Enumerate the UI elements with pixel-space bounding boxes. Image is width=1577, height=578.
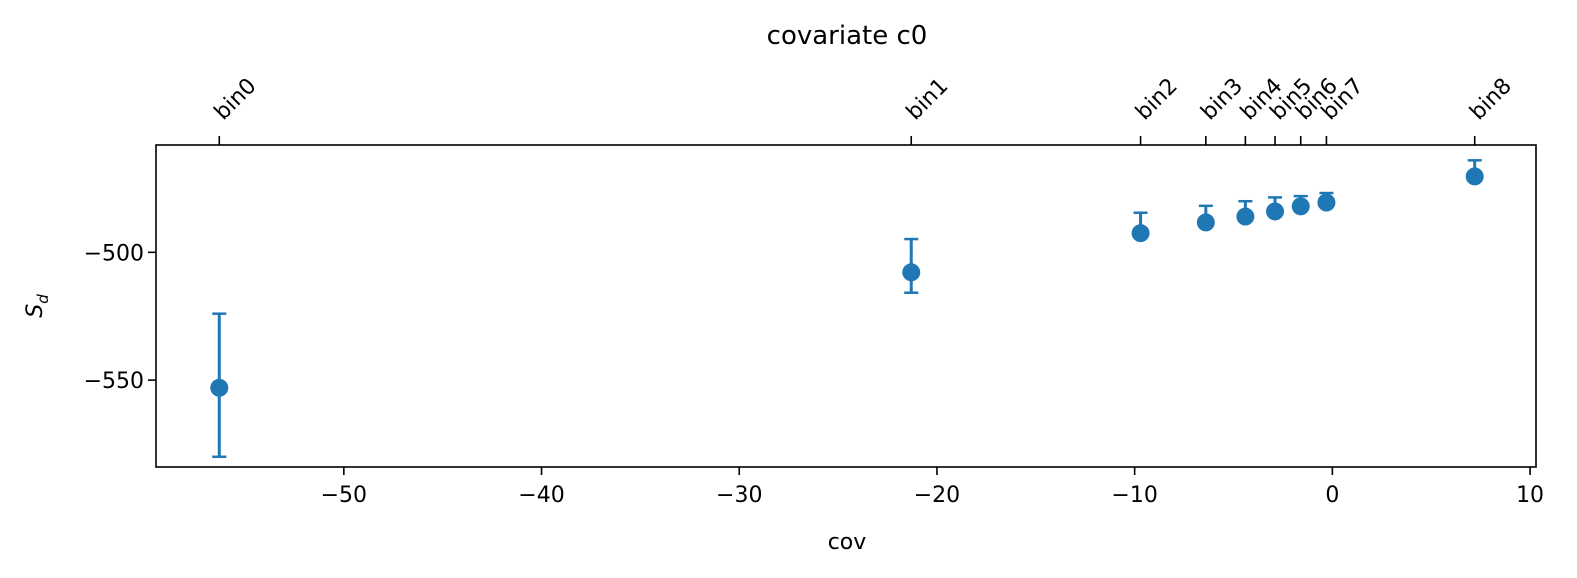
- x-tick-label: −30: [716, 483, 762, 508]
- data-point: [1131, 224, 1150, 243]
- x-tick-label: 0: [1325, 483, 1339, 508]
- y-axis-label: Sd: [23, 294, 52, 318]
- x-axis-label: cov: [828, 530, 867, 555]
- x-tick-label: 10: [1516, 483, 1544, 508]
- x-tick-label: −20: [914, 483, 960, 508]
- bin-tick-label: bin1: [902, 74, 954, 126]
- bin-tick-label: bin2: [1131, 74, 1183, 126]
- x-tick-label: −50: [321, 483, 367, 508]
- chart-title: covariate c0: [767, 21, 928, 51]
- y-tick-label: −500: [84, 241, 144, 266]
- data-point: [1236, 207, 1255, 226]
- data-point: [902, 263, 921, 282]
- bin-tick-label: bin8: [1465, 74, 1517, 126]
- data-point: [1196, 213, 1215, 232]
- data-point: [1317, 193, 1336, 212]
- data-point: [1465, 167, 1484, 186]
- bin-tick-label: bin0: [210, 74, 262, 126]
- data-point: [1266, 202, 1285, 221]
- plot-frame: [155, 144, 1537, 468]
- bin-tick-label: bin3: [1196, 74, 1248, 126]
- x-tick-label: −10: [1111, 483, 1157, 508]
- data-point: [1291, 197, 1310, 216]
- y-tick-label: −550: [84, 369, 144, 394]
- data-point: [210, 378, 229, 397]
- x-tick-label: −40: [518, 483, 564, 508]
